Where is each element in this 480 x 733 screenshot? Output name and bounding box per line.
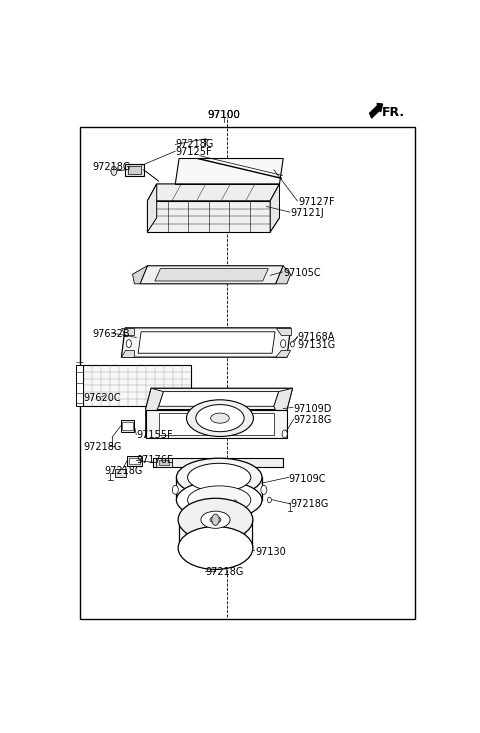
Polygon shape xyxy=(121,350,134,357)
Polygon shape xyxy=(140,266,283,284)
Polygon shape xyxy=(145,410,287,438)
Text: 97100: 97100 xyxy=(207,110,240,120)
Polygon shape xyxy=(121,328,134,334)
Circle shape xyxy=(232,500,238,509)
Polygon shape xyxy=(128,166,141,174)
Text: 97176E: 97176E xyxy=(136,455,173,465)
Text: 97131G: 97131G xyxy=(297,340,336,350)
Polygon shape xyxy=(274,388,292,438)
Text: 97218G: 97218G xyxy=(84,443,122,452)
Ellipse shape xyxy=(201,511,230,528)
Text: 97121J: 97121J xyxy=(290,208,324,218)
Text: 97620C: 97620C xyxy=(84,394,121,403)
Polygon shape xyxy=(120,420,134,432)
Polygon shape xyxy=(158,391,279,406)
Polygon shape xyxy=(145,388,292,410)
Polygon shape xyxy=(147,218,279,232)
Ellipse shape xyxy=(210,517,221,523)
Ellipse shape xyxy=(178,498,253,541)
Polygon shape xyxy=(276,328,290,334)
Ellipse shape xyxy=(188,463,251,492)
Circle shape xyxy=(290,342,294,347)
Bar xyxy=(81,128,415,619)
Circle shape xyxy=(172,485,178,494)
Text: 97100: 97100 xyxy=(207,110,240,120)
Bar xyxy=(76,365,83,406)
Text: 97218G: 97218G xyxy=(290,499,329,509)
Text: 97155F: 97155F xyxy=(136,430,173,440)
Polygon shape xyxy=(153,457,283,467)
Text: 97218G: 97218G xyxy=(294,415,332,425)
Polygon shape xyxy=(270,184,279,232)
Polygon shape xyxy=(147,201,270,232)
Ellipse shape xyxy=(188,486,251,514)
Text: 97105C: 97105C xyxy=(283,268,321,278)
Text: 97130: 97130 xyxy=(255,547,286,557)
Text: 97218G: 97218G xyxy=(205,567,243,577)
Text: 97218G: 97218G xyxy=(105,465,143,476)
Polygon shape xyxy=(122,422,132,430)
Ellipse shape xyxy=(186,399,253,436)
Text: 97218G: 97218G xyxy=(175,139,214,150)
Circle shape xyxy=(267,497,271,503)
Polygon shape xyxy=(115,469,126,477)
Ellipse shape xyxy=(211,413,229,423)
Circle shape xyxy=(261,485,267,494)
Ellipse shape xyxy=(177,458,262,496)
Polygon shape xyxy=(156,457,172,467)
Text: FR.: FR. xyxy=(382,106,405,119)
Circle shape xyxy=(202,500,208,509)
Polygon shape xyxy=(276,266,290,284)
Circle shape xyxy=(111,166,117,175)
Polygon shape xyxy=(276,350,290,357)
Polygon shape xyxy=(127,456,142,466)
Polygon shape xyxy=(175,158,283,184)
Ellipse shape xyxy=(177,481,262,519)
Bar xyxy=(83,365,191,406)
Text: 97218G: 97218G xyxy=(93,162,131,172)
Circle shape xyxy=(281,339,286,347)
Circle shape xyxy=(126,339,132,347)
Ellipse shape xyxy=(178,526,253,570)
Text: 97127F: 97127F xyxy=(298,197,335,207)
Polygon shape xyxy=(129,458,140,464)
Polygon shape xyxy=(158,460,169,465)
Text: 97109D: 97109D xyxy=(294,404,332,413)
Polygon shape xyxy=(147,184,156,232)
Text: 97168A: 97168A xyxy=(297,333,335,342)
Ellipse shape xyxy=(196,405,244,432)
Polygon shape xyxy=(132,266,147,284)
Text: 97632B: 97632B xyxy=(93,329,131,339)
Polygon shape xyxy=(138,332,275,353)
FancyArrow shape xyxy=(370,103,383,118)
Polygon shape xyxy=(147,184,279,201)
Circle shape xyxy=(282,430,288,438)
Polygon shape xyxy=(145,388,163,438)
Polygon shape xyxy=(155,268,268,281)
Polygon shape xyxy=(121,328,290,357)
Text: 97109C: 97109C xyxy=(289,474,326,484)
Circle shape xyxy=(212,514,219,526)
Polygon shape xyxy=(125,163,144,176)
Polygon shape xyxy=(158,413,274,435)
Text: 97125F: 97125F xyxy=(175,147,212,157)
